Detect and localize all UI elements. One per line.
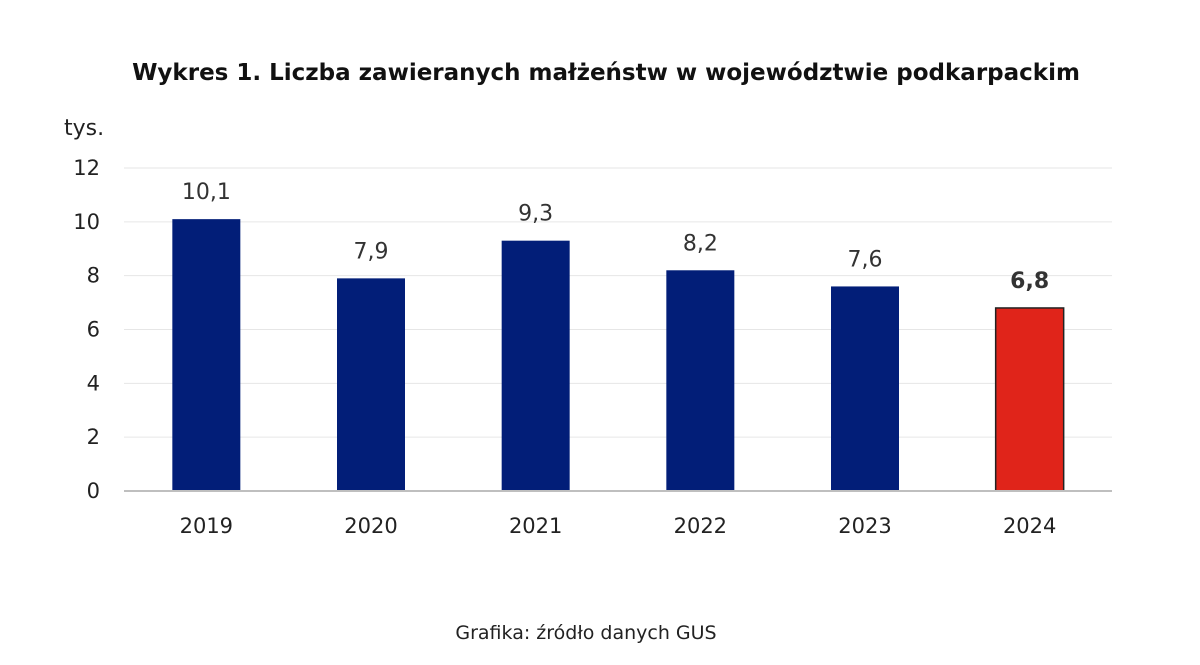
- x-tick-label: 2019: [180, 514, 233, 538]
- bar-2020: [337, 278, 405, 491]
- y-tick-label: 10: [73, 210, 100, 234]
- x-tick-label: 2024: [1003, 514, 1056, 538]
- x-tick-label: 2022: [674, 514, 727, 538]
- bar-2023: [831, 286, 899, 491]
- y-tick-label: 8: [87, 264, 100, 288]
- y-tick-label: 6: [87, 318, 100, 342]
- bar-2022: [666, 270, 735, 491]
- data-label: 10,1: [182, 180, 231, 205]
- y-tick-label: 2: [87, 425, 100, 449]
- data-labels: 10,1 7,9 9,3 8,2 7,6 6,8: [182, 180, 1049, 294]
- data-label: 7,6: [848, 247, 883, 272]
- data-label: 7,9: [354, 239, 389, 264]
- gridlines: [124, 167, 1112, 438]
- y-axis-unit-label: tys.: [64, 116, 104, 141]
- y-tick-label: 4: [87, 371, 100, 395]
- bar-2019: [172, 219, 241, 491]
- data-label: 9,3: [518, 202, 553, 227]
- data-label: 6,8: [1010, 269, 1049, 294]
- bars: [172, 219, 1065, 492]
- x-tick-label: 2021: [509, 514, 562, 538]
- chart-title: Wykres 1. Liczba zawieranych małżeństw w…: [132, 60, 1080, 86]
- x-tick-label: 2020: [344, 514, 397, 538]
- y-tick-label: 12: [73, 156, 100, 180]
- y-axis-ticks: 0 2 4 6 8 10 12: [73, 156, 100, 503]
- data-label: 8,2: [683, 231, 718, 256]
- source-note: Grafika: źródło danych GUS: [455, 622, 716, 644]
- bar-2021: [501, 240, 570, 491]
- x-tick-label: 2023: [838, 514, 891, 538]
- bar-2024: [994, 307, 1065, 492]
- x-axis-ticks: 2019 2020 2021 2022 2023 2024: [180, 514, 1057, 538]
- y-tick-label: 0: [87, 479, 100, 503]
